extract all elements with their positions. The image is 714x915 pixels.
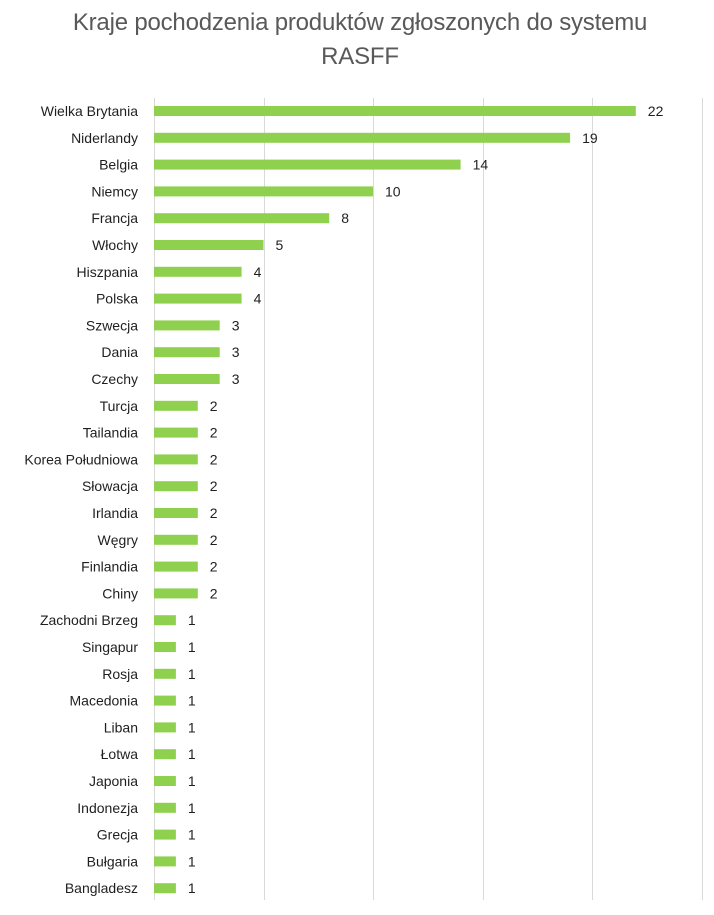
value-label: 1: [188, 773, 196, 789]
value-label: 1: [188, 639, 196, 655]
category-label: Szwecja: [86, 317, 138, 333]
bar: [154, 534, 198, 545]
category-label: Chiny: [102, 585, 138, 601]
bar: [154, 776, 176, 786]
value-label: 2: [210, 532, 218, 548]
value-label: 1: [188, 853, 196, 869]
value-label: 4: [254, 264, 262, 280]
value-label: 8: [341, 210, 349, 226]
value-label: 3: [232, 371, 240, 387]
value-label: 2: [210, 478, 218, 494]
category-label: Belgia: [99, 157, 138, 173]
category-label: Francja: [91, 210, 138, 226]
bar: [154, 132, 571, 143]
category-label: Japonia: [89, 773, 138, 789]
category-label: Irlandia: [92, 505, 138, 521]
category-label: Turcja: [100, 398, 139, 414]
bar: [154, 106, 636, 116]
value-label: 1: [188, 693, 196, 709]
bar: [154, 266, 242, 277]
category-label: Włochy: [92, 237, 138, 253]
category-labels: Wielka Brytania Niderlandy Belgia Niemcy Fra…: [24, 103, 138, 896]
category-label: Macedonia: [70, 693, 139, 709]
value-label: 1: [188, 880, 196, 896]
category-label: Polska: [96, 291, 138, 307]
value-label: 19: [582, 130, 598, 146]
category-label: Wielka Brytania: [41, 103, 138, 119]
value-label: 22: [648, 103, 664, 119]
value-label: 2: [210, 505, 218, 521]
bar: [154, 749, 176, 760]
value-label: 2: [210, 585, 218, 601]
category-label: Niderlandy: [71, 130, 138, 146]
category-label: Indonezja: [77, 800, 138, 816]
bar: [154, 722, 176, 733]
value-label: 1: [188, 719, 196, 735]
bar: [154, 240, 264, 250]
bar: [154, 213, 330, 224]
bar: [154, 347, 220, 358]
category-label: Łotwa: [101, 746, 139, 762]
category-label: Czechy: [91, 371, 138, 387]
category-label: Rosja: [102, 666, 138, 682]
bar: [154, 186, 373, 197]
bar: [154, 481, 198, 492]
value-label: 1: [188, 827, 196, 843]
value-label: 2: [210, 425, 218, 441]
value-label: 2: [210, 559, 218, 575]
bar: [154, 642, 176, 652]
category-label: Liban: [104, 719, 138, 735]
bar: [154, 883, 176, 894]
bar: [154, 588, 198, 599]
category-label: Bangladesz: [65, 880, 138, 896]
chart-title: Kraje pochodzenia produktów zgłoszonych …: [72, 9, 648, 70]
category-label: Finlandia: [81, 559, 138, 575]
value-label: 4: [254, 291, 262, 307]
value-label: 1: [188, 746, 196, 762]
category-label: Korea Południowa: [24, 451, 138, 467]
category-label: Tailandia: [83, 425, 138, 441]
value-label: 3: [232, 317, 240, 333]
category-label: Dania: [101, 344, 138, 360]
bars: [154, 106, 636, 894]
bar: [154, 400, 198, 411]
value-label: 1: [188, 800, 196, 816]
bar: [154, 427, 198, 438]
bar: [154, 374, 220, 384]
category-label: Hiszpania: [77, 264, 139, 280]
bar: [154, 829, 176, 840]
value-label: 1: [188, 666, 196, 682]
category-label: Singapur: [82, 639, 138, 655]
category-label: Węgry: [98, 532, 138, 548]
bar: [154, 320, 220, 331]
value-label: 1: [188, 612, 196, 628]
bar: [154, 856, 176, 867]
bar: [154, 293, 242, 304]
value-label: 2: [210, 451, 218, 467]
bar: [154, 802, 176, 813]
category-label: Słowacja: [82, 478, 138, 494]
category-label: Zachodni Brzeg: [40, 612, 138, 628]
bar: [154, 159, 461, 170]
value-label: 2: [210, 398, 218, 414]
value-label: 10: [385, 183, 401, 199]
value-label: 5: [276, 237, 284, 253]
bar: [154, 695, 176, 706]
bar: [154, 615, 176, 626]
value-label: 14: [473, 157, 489, 173]
category-label: Bułgaria: [87, 853, 139, 869]
category-label: Niemcy: [91, 183, 138, 199]
grid-lines: [154, 98, 703, 900]
bar: [154, 668, 176, 679]
category-label: Grecja: [97, 827, 138, 843]
bar: [154, 454, 198, 465]
value-label: 3: [232, 344, 240, 360]
bar: [154, 508, 198, 518]
bar: [154, 561, 198, 572]
